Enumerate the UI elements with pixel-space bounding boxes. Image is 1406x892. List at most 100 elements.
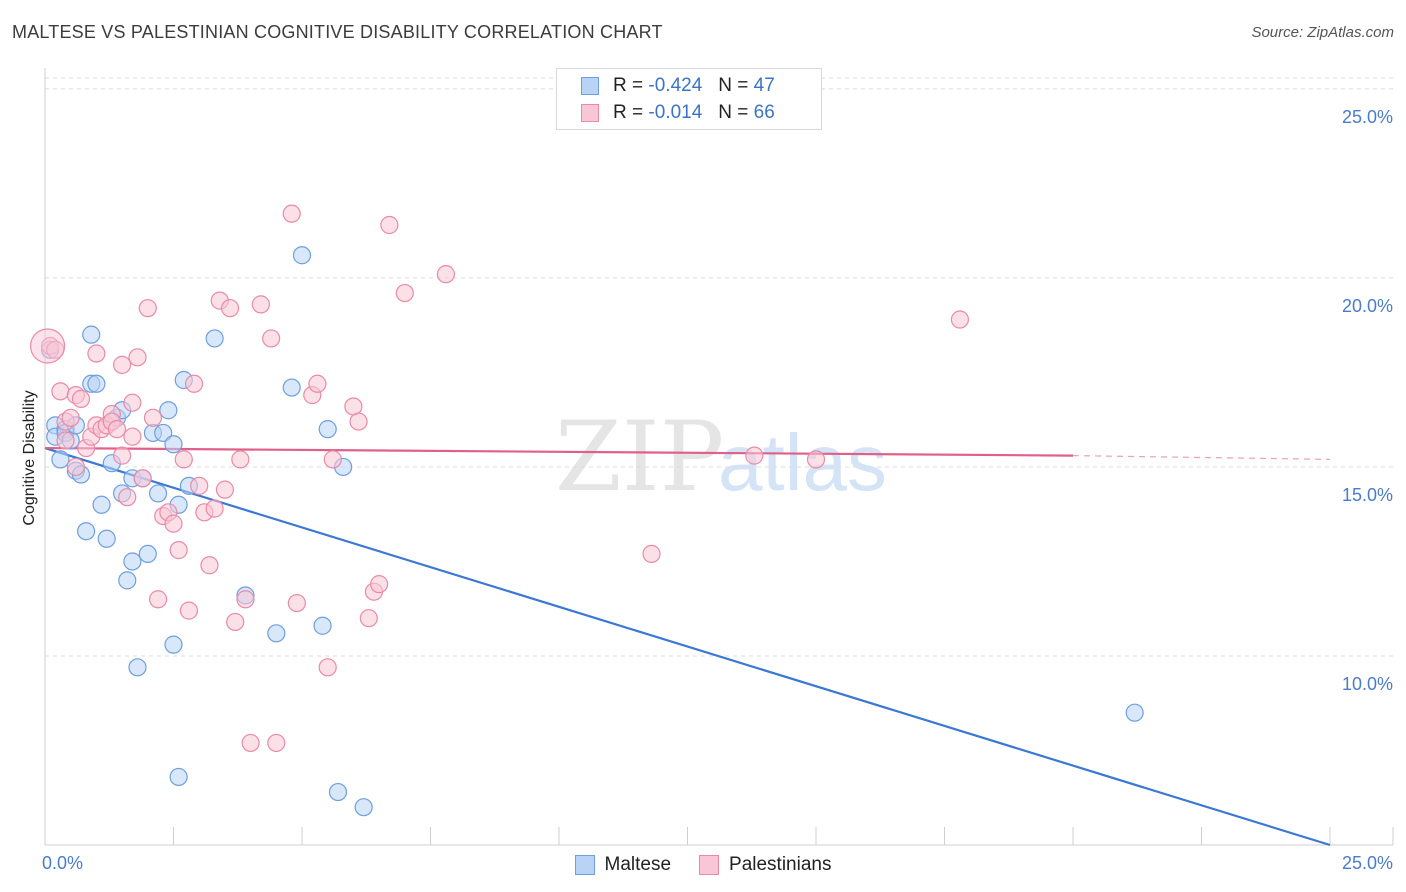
palestinian-point (133, 469, 152, 488)
palestinian-point (143, 408, 163, 427)
palestinian-point (56, 431, 75, 450)
palestinian-point (71, 389, 91, 409)
palestinian-point (282, 204, 301, 223)
maltese-legend-label: Maltese (604, 854, 672, 875)
palestinian-point (226, 612, 245, 632)
palestinian-point (436, 265, 456, 284)
palestinian-point (236, 590, 255, 609)
palestinian-point (205, 499, 224, 518)
x-tick-label: 0.0% (42, 853, 83, 873)
y-tick-label: 20.0% (1342, 296, 1393, 316)
maltese-point (313, 616, 332, 635)
maltese-point (128, 658, 147, 677)
palestinians-legend-label: Palestinians (729, 854, 832, 875)
maltese-r-value: -0.424 (648, 75, 703, 96)
maltese-n-label: N = (718, 75, 749, 96)
palestinian-point (184, 374, 204, 393)
maltese-point (87, 374, 106, 393)
maltese-point (164, 435, 183, 454)
y-tick-label: 10.0% (1342, 674, 1393, 694)
maltese-point (51, 450, 70, 469)
palestinian-point (241, 733, 260, 753)
palestinian-point (344, 397, 363, 416)
palestinian-point (107, 420, 127, 439)
palestinian-trend-extension (1072, 455, 1331, 460)
source-credit: Source: ZipAtlas.com (1251, 24, 1394, 41)
maltese-point (267, 624, 286, 643)
legend-row-palestinians: R = -0.014 N = 66 (581, 100, 775, 126)
maltese-point (328, 782, 348, 802)
palestinian-point (380, 215, 399, 235)
legend-item-maltese: Maltese (574, 854, 672, 876)
palestinian-point (231, 450, 250, 469)
watermark: ZIP atlas (555, 401, 887, 513)
palestinians-legend-swatch (699, 855, 720, 875)
palestinian-point (262, 329, 281, 348)
palestinians-r-value: -0.014 (648, 102, 703, 123)
maltese-r-label: R = (613, 75, 644, 96)
palestinian-point (179, 601, 199, 620)
maltese-trend-line (44, 446, 1331, 847)
maltese-point (97, 529, 116, 548)
trend-lines (44, 446, 1331, 847)
palestinian-point (169, 541, 188, 560)
maltese-n-value: 47 (753, 75, 775, 96)
palestinian-point (29, 328, 66, 364)
palestinian-point (287, 593, 306, 613)
palestinian-point (323, 450, 342, 469)
y-tick-label: 15.0% (1342, 485, 1393, 505)
maltese-point (282, 378, 301, 397)
palestinian-trend-line (44, 446, 1074, 457)
palestinian-point (950, 310, 970, 329)
chart-title: MALTESE VS PALESTINIAN COGNITIVE DISABIL… (12, 22, 663, 42)
palestinian-point (215, 480, 234, 499)
data-points (29, 204, 1144, 817)
watermark-atlas: atlas (718, 418, 887, 507)
maltese-point (205, 329, 224, 348)
maltese-point (159, 401, 178, 420)
palestinian-point (359, 609, 378, 628)
palestinian-point (138, 299, 157, 318)
maltese-point (92, 495, 111, 514)
maltese-point (77, 522, 96, 541)
maltese-point (354, 798, 373, 817)
maltese-point (318, 420, 337, 439)
maltese-point (148, 484, 168, 503)
palestinian-point (112, 446, 132, 465)
legend-row-maltese: R = -0.424 N = 47 (581, 73, 775, 99)
palestinians-n-value: 66 (753, 102, 775, 123)
palestinian-point (128, 348, 147, 367)
palestinian-point (395, 283, 414, 303)
palestinian-point (318, 658, 337, 677)
maltese-legend-swatch (574, 855, 595, 875)
palestinians-n-label: N = (718, 102, 749, 123)
palestinian-point (642, 544, 661, 564)
watermark-zip: ZIP (555, 401, 724, 513)
palestinian-point (806, 450, 826, 469)
maltese-point (82, 325, 101, 344)
palestinian-point (148, 590, 168, 609)
axes (44, 68, 1394, 846)
palestinian-point (308, 374, 327, 393)
y-axis-title: Cognitive Disability (21, 390, 38, 525)
maltese-point (169, 767, 188, 787)
palestinian-point (118, 488, 137, 507)
palestinian-point (220, 299, 240, 318)
axis-labels: 10.0% 15.0% 20.0% 25.0% 0.0% 25.0% Cognitive D… (21, 107, 1393, 873)
x-tick-label: 25.0% (1342, 853, 1393, 873)
palestinians-swatch (581, 104, 599, 122)
maltese-swatch (581, 77, 599, 95)
maltese-point (123, 552, 142, 571)
maltese-point (164, 635, 183, 654)
palestinian-point (370, 575, 389, 594)
maltese-point (118, 571, 137, 590)
gridlines (45, 77, 1393, 657)
palestinian-point (51, 382, 70, 401)
palestinian-point (349, 412, 368, 431)
legend-item-palestinians: Palestinians (699, 854, 831, 876)
palestinian-point (174, 450, 193, 469)
y-tick-label: 25.0% (1342, 107, 1393, 127)
maltese-point (1125, 703, 1144, 722)
palestinians-r-label: R = (613, 102, 644, 123)
palestinian-point (267, 733, 286, 753)
